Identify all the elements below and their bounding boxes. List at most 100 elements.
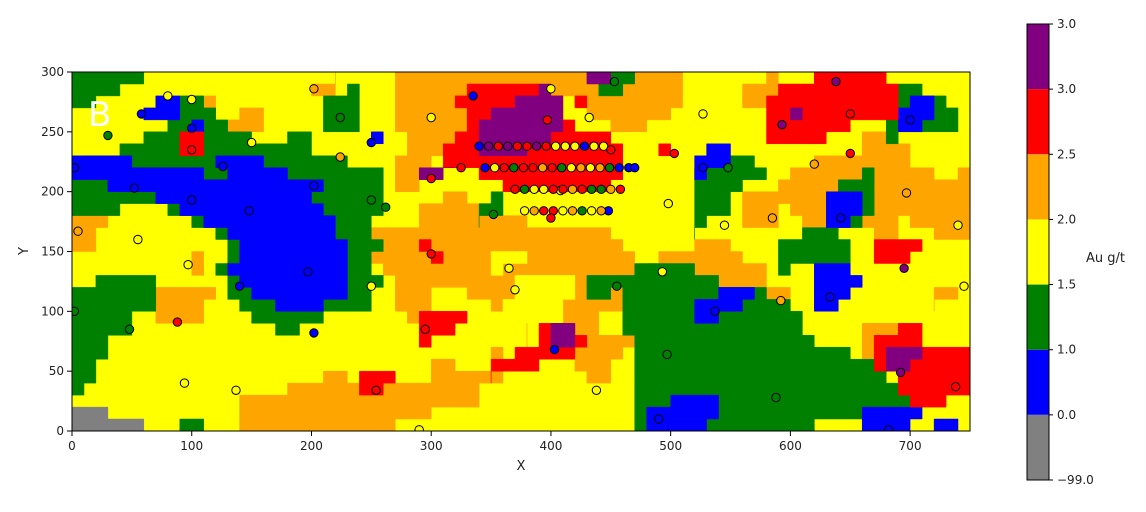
sample-point: [129, 183, 140, 193]
grade-region-54: [873, 239, 923, 264]
sample-point: [503, 141, 513, 151]
sample-point: [596, 184, 606, 195]
sample-point: [504, 263, 514, 273]
sample-point: [539, 184, 549, 195]
sample-point: [698, 109, 708, 119]
sample-point: [187, 123, 197, 133]
sample-point: [567, 184, 578, 195]
sample-point: [499, 163, 509, 173]
sample-point: [615, 184, 626, 195]
colorbar-tick-label: 3.0: [1057, 82, 1076, 96]
x-tick-label: 200: [300, 439, 323, 453]
y-axis-label: Y: [17, 247, 32, 256]
colorbar-bin: [1027, 24, 1049, 90]
sample-point: [537, 163, 548, 173]
sample-point: [567, 206, 578, 216]
sample-point: [309, 181, 319, 191]
colorbar-tick-label: −99.0: [1057, 473, 1094, 487]
sample-point: [825, 292, 835, 302]
grade-region-0: [72, 406, 145, 431]
sample-point: [244, 206, 254, 216]
sample-point: [657, 267, 667, 277]
sample-point: [566, 163, 576, 173]
sample-point: [771, 392, 781, 403]
sample-point: [366, 195, 376, 205]
grade-region-30: [586, 275, 624, 300]
sample-point: [560, 141, 570, 151]
sample-point: [831, 76, 841, 87]
colorbar-tick-label: 2.0: [1057, 212, 1076, 226]
sample-point: [614, 163, 624, 173]
x-axis: 0 100 200 300 400 500 600 700: [68, 431, 922, 453]
sample-point: [609, 76, 620, 87]
sample-point: [723, 163, 733, 173]
sample-point: [488, 209, 499, 220]
grade-region-48: [418, 239, 444, 264]
sample-point: [490, 163, 500, 173]
sample-point: [698, 163, 708, 173]
sample-point: [426, 249, 436, 259]
sample-point: [136, 109, 147, 119]
sample-point: [522, 141, 532, 151]
sample-point: [529, 184, 539, 195]
sample-point: [512, 141, 523, 151]
sample-point: [426, 173, 436, 184]
sample-point: [509, 163, 519, 173]
sample-point: [606, 145, 616, 155]
sample-point: [456, 163, 466, 173]
sample-point: [579, 141, 590, 151]
sample-point: [585, 163, 596, 173]
grade-region-61: [885, 346, 923, 372]
sample-point: [551, 141, 561, 151]
sample-point: [606, 184, 616, 195]
sample-point: [231, 385, 241, 395]
sample-point: [529, 206, 539, 216]
sample-point: [577, 184, 587, 195]
y-axis: 0 50 100 150 200 250 300: [41, 65, 72, 438]
grade-region-3: [155, 287, 216, 324]
sample-point: [586, 184, 597, 195]
sample-point: [662, 349, 672, 360]
sample-point: [187, 145, 197, 155]
sample-point: [528, 163, 538, 173]
sample-point: [163, 91, 173, 101]
y-tick-label: 300: [41, 65, 64, 79]
sample-point: [542, 115, 552, 125]
sample-point: [510, 285, 520, 295]
sample-point: [776, 295, 786, 306]
grade-region-40: [694, 287, 755, 324]
sample-point: [426, 112, 436, 123]
sample-point: [366, 281, 376, 291]
sample-point: [836, 213, 846, 223]
sample-point: [381, 202, 391, 212]
sample-point: [309, 328, 319, 338]
sample-point: [767, 213, 778, 223]
sample-point: [335, 112, 345, 123]
sample-point: [468, 91, 478, 101]
sample-point: [493, 141, 503, 151]
sample-point: [901, 188, 912, 198]
sample-point: [589, 141, 599, 151]
colorbar-tick-label: 1.5: [1057, 278, 1076, 292]
sample-point: [845, 148, 855, 159]
sample-point: [519, 206, 530, 216]
sample-point: [546, 213, 556, 223]
sample-point: [420, 324, 430, 334]
grade-region-50: [359, 370, 396, 396]
sample-point: [604, 163, 615, 173]
colorbar-bin: [1027, 414, 1049, 480]
sample-point: [950, 382, 961, 392]
sample-point: [547, 163, 557, 173]
sample-point: [414, 425, 424, 431]
sample-point: [845, 109, 855, 119]
colorbar-bin: [1027, 219, 1049, 285]
sample-point: [719, 220, 730, 230]
sample-point: [595, 163, 605, 173]
grade-region-17: [502, 275, 576, 324]
sample-point: [187, 195, 197, 205]
sample-point: [474, 141, 484, 151]
x-tick-label: 100: [180, 439, 203, 453]
grade-region-47: [179, 131, 204, 157]
sample-point: [303, 267, 313, 277]
sample-point: [133, 234, 143, 245]
